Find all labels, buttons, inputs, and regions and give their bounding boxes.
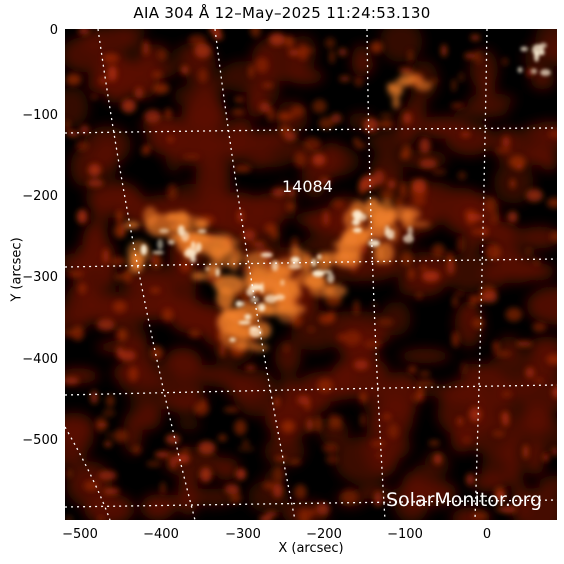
x-tick-label: 0 xyxy=(482,527,492,542)
y-tick-label: 0 xyxy=(49,23,58,38)
x-tick-label: −500 xyxy=(62,527,98,542)
image-title: AIA 304 Å 12–May–2025 11:24:53.130 xyxy=(133,4,431,22)
y-tick-label: −300 xyxy=(22,270,58,285)
y-tick-label: −200 xyxy=(22,189,58,204)
solar-image xyxy=(65,29,557,520)
x-tick-label: −200 xyxy=(306,527,342,542)
y-tick-label: −100 xyxy=(22,108,58,123)
x-tick-label: −400 xyxy=(143,527,179,542)
y-tick-label: −400 xyxy=(22,352,58,367)
x-axis-label: X (arcsec) xyxy=(278,541,344,556)
x-tick-label: −300 xyxy=(225,527,261,542)
solar-disk-image xyxy=(65,29,557,520)
solarmonitor-watermark: SolarMonitor.org xyxy=(386,489,543,511)
y-tick-label: −500 xyxy=(22,433,58,448)
active-region-label: 14084 xyxy=(282,177,333,196)
x-tick-label: −100 xyxy=(387,527,423,542)
